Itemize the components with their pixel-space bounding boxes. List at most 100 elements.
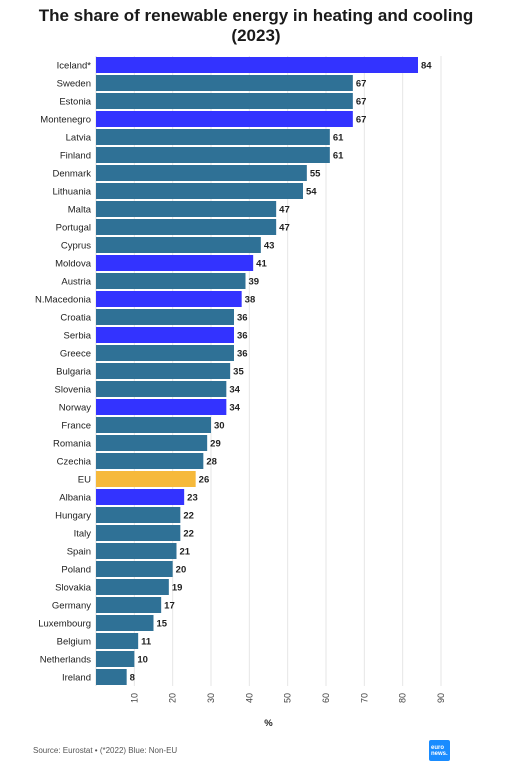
category-label: Netherlands	[40, 655, 91, 666]
data-label: 67	[356, 79, 367, 90]
logo-line-2: news.	[431, 750, 448, 757]
bar-7	[96, 183, 303, 199]
category-label: Cyprus	[61, 241, 91, 252]
bar-13	[96, 291, 242, 307]
category-label: Ireland	[62, 673, 91, 684]
data-label: 61	[333, 151, 344, 162]
data-label: 36	[237, 313, 248, 324]
data-label: 22	[183, 511, 194, 522]
category-label: Italy	[74, 529, 92, 540]
category-label: Serbia	[64, 331, 92, 342]
title-line-2: (2023)	[231, 26, 281, 45]
tick-label: 90	[436, 693, 446, 703]
bar-27	[96, 543, 177, 559]
category-label: Greece	[60, 349, 91, 360]
category-label: Hungary	[55, 511, 91, 522]
bar-5	[96, 147, 330, 163]
data-label: 41	[256, 259, 267, 270]
bar-11	[96, 255, 254, 271]
bar-30	[96, 597, 162, 613]
data-label: 67	[356, 97, 367, 108]
source-note: Source: Eurostat • (*2022) Blue: Non-EU	[33, 746, 178, 755]
category-label: Moldova	[55, 259, 92, 270]
data-label: 11	[141, 637, 152, 648]
data-label: 28	[206, 457, 217, 468]
category-label: Lithuania	[52, 187, 91, 198]
bar-25	[96, 507, 181, 523]
data-label: 67	[356, 115, 367, 126]
data-label: 30	[214, 421, 225, 432]
bar-8	[96, 201, 277, 217]
bar-28	[96, 561, 173, 577]
bar-12	[96, 273, 246, 289]
category-label: EU	[78, 475, 91, 486]
category-label: Latvia	[66, 133, 92, 144]
bar-32	[96, 633, 139, 649]
category-label: Bulgaria	[56, 367, 92, 378]
bar-10	[96, 237, 261, 253]
bar-0	[96, 57, 418, 73]
data-label: 19	[172, 583, 183, 594]
data-label: 10	[137, 655, 148, 666]
bar-19	[96, 399, 227, 415]
data-label: 15	[157, 619, 168, 630]
category-label: Belgium	[57, 637, 91, 648]
data-label: 47	[279, 223, 290, 234]
bar-16	[96, 345, 234, 361]
bar-23	[96, 471, 196, 487]
bar-15	[96, 327, 234, 343]
bar-34	[96, 669, 127, 685]
tick-label: 70	[359, 693, 369, 703]
bar-17	[96, 363, 231, 379]
category-label: Austria	[61, 277, 91, 288]
category-label: Romania	[53, 439, 92, 450]
data-label: 17	[164, 601, 175, 612]
category-label: Poland	[61, 565, 91, 576]
category-label: Slovenia	[55, 385, 92, 396]
tick-label: 30	[206, 693, 216, 703]
bar-29	[96, 579, 169, 595]
category-label: Sweden	[57, 79, 91, 90]
category-label: Czechia	[57, 457, 92, 468]
bar-14	[96, 309, 234, 325]
data-label: 36	[237, 331, 248, 342]
bar-22	[96, 453, 204, 469]
data-label: 20	[176, 565, 187, 576]
data-label: 22	[183, 529, 194, 540]
category-label: Croatia	[60, 313, 91, 324]
category-label: Portugal	[56, 223, 91, 234]
euronews-logo: euro news.	[429, 740, 450, 761]
tick-label: 20	[168, 693, 178, 703]
category-label: N.Macedonia	[35, 295, 92, 306]
data-label: 54	[306, 187, 317, 198]
bar-9	[96, 219, 277, 235]
data-label: 23	[187, 493, 198, 504]
tick-label: 80	[398, 693, 408, 703]
tick-label: 10	[129, 693, 139, 703]
logo-line-1: euro	[431, 744, 445, 751]
category-label: Luxembourg	[38, 619, 91, 630]
bar-18	[96, 381, 227, 397]
data-label: 61	[333, 133, 344, 144]
bar-3	[96, 111, 353, 127]
category-label: Denmark	[52, 169, 91, 180]
data-label: 8	[130, 673, 135, 684]
category-label: Norway	[59, 403, 91, 414]
category-label: Finland	[60, 151, 91, 162]
bar-6	[96, 165, 307, 181]
bar-31	[96, 615, 154, 631]
x-axis-label: %	[264, 718, 273, 729]
data-label: 35	[233, 367, 244, 378]
title-line-1: The share of renewable energy in heating…	[38, 6, 474, 25]
chart-title: The share of renewable energy in heating…	[0, 6, 512, 46]
data-label: 39	[249, 277, 260, 288]
tick-label: 50	[283, 693, 293, 703]
category-label: Germany	[52, 601, 91, 612]
data-label: 43	[264, 241, 275, 252]
category-label: Montenegro	[40, 115, 91, 126]
data-label: 21	[180, 547, 191, 558]
bar-2	[96, 93, 353, 109]
bar-33	[96, 651, 135, 667]
data-label: 26	[199, 475, 210, 486]
